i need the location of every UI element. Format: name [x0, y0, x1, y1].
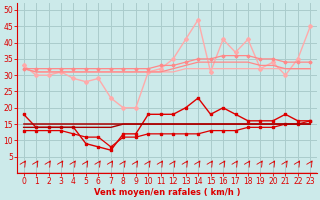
X-axis label: Vent moyen/en rafales ( km/h ): Vent moyen/en rafales ( km/h ) — [94, 188, 240, 197]
